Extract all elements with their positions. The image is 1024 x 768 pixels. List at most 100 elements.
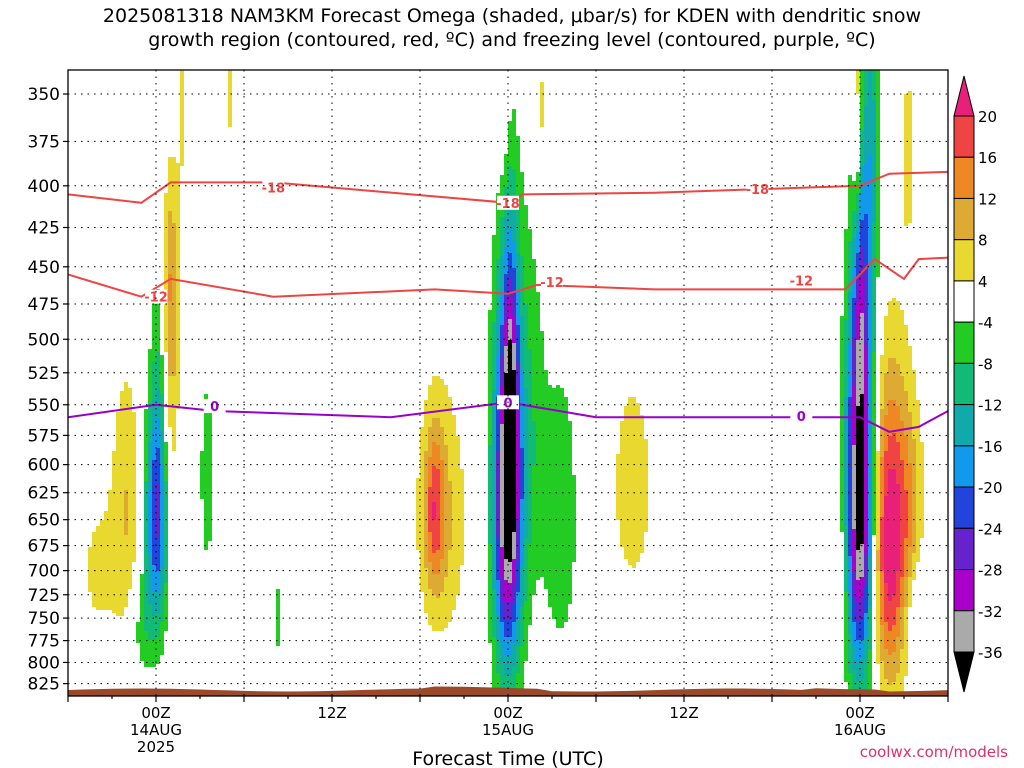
omega-cell — [872, 199, 876, 202]
omega-cell — [844, 583, 848, 586]
omega-cell — [124, 385, 128, 388]
omega-cell — [148, 400, 152, 403]
omega-cell — [440, 565, 448, 568]
omega-cell — [180, 127, 184, 130]
omega-cell — [524, 571, 528, 574]
omega-cell — [504, 643, 512, 646]
omega-cell — [508, 580, 512, 583]
omega-cell — [488, 511, 492, 514]
omega-cell — [420, 430, 428, 433]
omega-cell — [428, 550, 432, 553]
omega-cell — [904, 592, 908, 595]
omega-cell — [452, 535, 464, 538]
omega-cell — [856, 544, 860, 547]
omega-cell — [204, 532, 212, 535]
omega-cell — [180, 88, 184, 91]
omega-cell — [880, 388, 884, 391]
omega-cell — [204, 430, 212, 433]
omega-cell — [848, 391, 852, 394]
omega-cell — [856, 253, 860, 256]
omega-cell — [492, 337, 496, 340]
omega-cell — [852, 433, 856, 436]
omega-cell — [532, 538, 576, 541]
omega-cell — [864, 592, 868, 595]
omega-cell — [880, 625, 884, 628]
omega-cell — [844, 250, 848, 253]
omega-cell — [168, 187, 180, 190]
omega-cell — [848, 460, 852, 463]
omega-cell — [428, 613, 452, 616]
omega-cell — [520, 664, 524, 667]
omega-cell — [504, 373, 516, 376]
omega-cell — [844, 496, 848, 499]
omega-cell — [520, 247, 532, 250]
omega-cell — [856, 82, 860, 85]
omega-cell — [516, 298, 520, 301]
omega-cell — [432, 442, 436, 445]
omega-cell — [844, 610, 848, 613]
omega-cell — [864, 433, 868, 436]
omega-cell — [904, 544, 912, 547]
omega-cell — [848, 388, 852, 391]
omega-cell — [504, 601, 516, 604]
omega-cell — [228, 70, 232, 73]
omega-cell — [884, 379, 904, 382]
omega-cell — [844, 406, 848, 409]
omega-cell — [848, 619, 852, 622]
omega-cell — [520, 319, 524, 322]
omega-cell — [844, 589, 848, 592]
omega-cell — [848, 250, 852, 253]
omega-cell — [844, 601, 848, 604]
omega-cell — [876, 616, 880, 619]
omega-cell — [520, 313, 528, 316]
omega-cell — [900, 508, 908, 511]
omega-cell — [848, 580, 852, 583]
omega-cell — [128, 523, 136, 526]
omega-cell — [848, 493, 852, 496]
omega-cell — [856, 469, 864, 472]
omega-cell — [168, 160, 176, 163]
omega-cell — [444, 535, 452, 538]
omega-cell — [528, 475, 532, 478]
omega-cell — [524, 586, 528, 589]
omega-cell — [516, 277, 520, 280]
omega-cell — [152, 379, 160, 382]
omega-cell — [860, 577, 864, 580]
omega-cell — [488, 319, 496, 322]
omega-cell — [844, 409, 848, 412]
omega-cell — [444, 442, 460, 445]
omega-cell — [512, 622, 516, 625]
omega-cell — [884, 670, 900, 673]
omega-cell — [872, 460, 876, 463]
omega-cell — [900, 511, 908, 514]
omega-cell — [912, 505, 916, 508]
omega-cell — [904, 139, 912, 142]
omega-cell — [512, 232, 516, 235]
omega-cell — [904, 175, 912, 178]
omega-cell — [880, 454, 884, 457]
omega-cell — [868, 550, 872, 553]
omega-cell — [488, 475, 492, 478]
omega-cell — [916, 460, 924, 463]
omega-cell — [840, 349, 844, 352]
omega-cell — [500, 673, 504, 676]
omega-cell — [528, 433, 536, 436]
omega-cell — [424, 457, 428, 460]
omega-cell — [860, 679, 868, 682]
omega-cell — [848, 382, 852, 385]
omega-cell — [204, 541, 208, 544]
omega-cell — [172, 295, 176, 298]
omega-cell — [884, 325, 908, 328]
omega-cell — [92, 604, 128, 607]
omega-cell — [876, 655, 880, 658]
omega-cell — [900, 628, 904, 631]
omega-cell — [516, 646, 520, 649]
omega-cell — [516, 682, 524, 685]
omega-cell — [520, 631, 524, 634]
omega-cell — [852, 367, 856, 370]
omega-cell — [504, 418, 516, 421]
omega-cell — [912, 496, 916, 499]
omega-cell — [112, 472, 136, 475]
omega-cell — [180, 73, 184, 76]
omega-cell — [504, 253, 508, 256]
